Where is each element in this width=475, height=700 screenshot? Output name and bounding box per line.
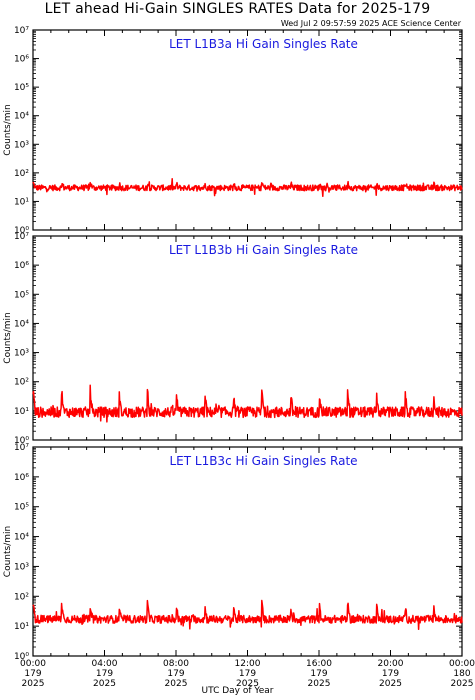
chart-panel-3: 10⁰ 10¹ 10² 10³ 10⁴ 10⁵ 10⁶ 10⁷ Counts/min LET L1… [3, 443, 463, 662]
y-axis-label: Counts/min [3, 312, 13, 363]
y-axis-label: Counts/min [3, 526, 13, 577]
chart-panel-1: 10⁰ 10¹ 10² 10³ 10⁴ 10⁵ 10⁶ 10⁷ Counts/min LET L1… [3, 26, 463, 236]
chart-panel-2: 10⁰ 10¹ 10² 10³ 10⁴ 10⁵ 10⁶ 10⁷ Counts/min LET L1… [3, 232, 463, 446]
x-tick-label: 179 [382, 669, 399, 679]
y-tick-label: 10² [14, 169, 29, 179]
y-tick-label: 10³ [14, 140, 29, 150]
x-tick-label: 180 [453, 669, 470, 679]
panel-title: LET L1B3b Hi Gain Singles Rate [169, 243, 358, 257]
x-tick-label: 2025 [308, 679, 331, 689]
y-tick-label: 10² [14, 592, 29, 602]
y-tick-label: 10⁴ [14, 533, 29, 543]
x-tick-label: 04:00 [92, 659, 118, 669]
y-tick-label: 10⁷ [14, 443, 29, 453]
series-line [32, 384, 463, 423]
y-tick-label: 10³ [14, 349, 29, 359]
y-tick-label: 10⁵ [14, 83, 29, 93]
y-tick-label: 10⁶ [14, 261, 29, 271]
x-tick-label: 179 [239, 669, 256, 679]
y-tick-label: 10¹ [14, 622, 29, 632]
x-tick-label: 2025 [379, 679, 402, 689]
y-tick-label: 10⁵ [14, 503, 29, 513]
y-tick-label: 10⁷ [14, 232, 29, 242]
x-tick-label: 20:00 [378, 659, 404, 669]
x-tick-label: 179 [24, 669, 41, 679]
panel-title: LET L1B3a Hi Gain Singles Rate [169, 37, 358, 51]
y-tick-label: 10⁵ [14, 290, 29, 300]
y-tick-label: 10⁶ [14, 473, 29, 483]
y-tick-label: 10³ [14, 562, 29, 572]
x-tick-label: 2025 [22, 679, 45, 689]
x-tick-label: 00:00 [20, 659, 46, 669]
y-tick-label: 10⁰ [14, 652, 29, 662]
series-line [32, 599, 463, 631]
y-tick-label: 10¹ [14, 197, 29, 207]
chart-main-title: LET ahead Hi-Gain SINGLES RATES Data for… [44, 1, 431, 17]
x-tick-label: 00:00 [449, 659, 475, 669]
panel-title: LET L1B3c Hi Gain Singles Rate [169, 454, 357, 468]
x-axis-title: UTC Day of Year [201, 686, 274, 696]
y-tick-label: 10⁴ [14, 319, 29, 329]
y-tick-label: 10⁷ [14, 26, 29, 36]
plot-frame [32, 446, 463, 657]
x-tick-label: 2025 [451, 679, 474, 689]
x-tick-label: 179 [167, 669, 184, 679]
generation-timestamp: Wed Jul 2 09:57:59 2025 ACE Science Cent… [280, 19, 461, 28]
x-tick-label: 179 [96, 669, 113, 679]
x-tick-label: 16:00 [306, 659, 332, 669]
y-tick-label: 10² [14, 378, 29, 388]
y-tick-label: 10⁶ [14, 55, 29, 65]
y-axis-label: Counts/min [3, 104, 13, 155]
y-tick-label: 10⁰ [14, 436, 29, 446]
series-line [32, 178, 463, 198]
x-tick-label: 2025 [236, 679, 259, 689]
y-tick-label: 10¹ [14, 407, 29, 417]
x-tick-label: 179 [310, 669, 327, 679]
plot-frame [32, 29, 463, 231]
x-tick-label: 2025 [93, 679, 116, 689]
x-tick-label: 12:00 [235, 659, 261, 669]
y-tick-label: 10⁴ [14, 112, 29, 122]
x-tick-label: 08:00 [163, 659, 189, 669]
x-tick-label: 2025 [165, 679, 188, 689]
y-tick-label: 10⁰ [14, 226, 29, 236]
